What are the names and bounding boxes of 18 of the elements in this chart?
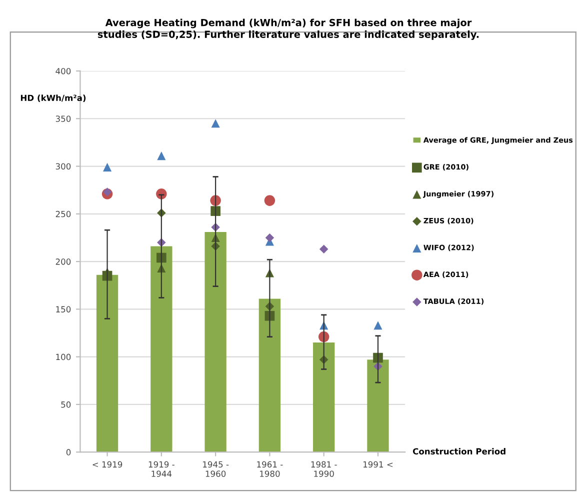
- y-tick-label: 300: [56, 163, 71, 170]
- x-tick-label: < 1919: [92, 461, 122, 468]
- x-tick-label: 1981 - 1990: [311, 461, 337, 477]
- y-tick-label: 150: [56, 306, 71, 312]
- x-tick-label: 1919 - 1944: [148, 461, 174, 477]
- y-tick-label: 100: [56, 354, 71, 360]
- x-tick-label: 1961 - 1980: [257, 461, 283, 477]
- y-tick-label: 50: [61, 401, 71, 408]
- x-tick-label: 1945 - 1960: [203, 461, 229, 477]
- y-axis-title: HD (kWh/m²a): [20, 94, 86, 102]
- y-tick-label: 0: [66, 449, 71, 456]
- y-tick-label: 350: [56, 116, 71, 122]
- y-tick-label: 400: [56, 68, 71, 74]
- x-axis-title: Construction Period: [412, 448, 506, 454]
- chart-title: Average Heating Demand (kWh/m²a) for SFH based on three major studies (SD=0,25). Further literature values are indicated separately.: [98, 18, 479, 40]
- y-tick-label: 250: [56, 210, 71, 218]
- x-tick-label: 1991 <: [363, 461, 393, 468]
- y-tick-label: 200: [56, 258, 71, 265]
